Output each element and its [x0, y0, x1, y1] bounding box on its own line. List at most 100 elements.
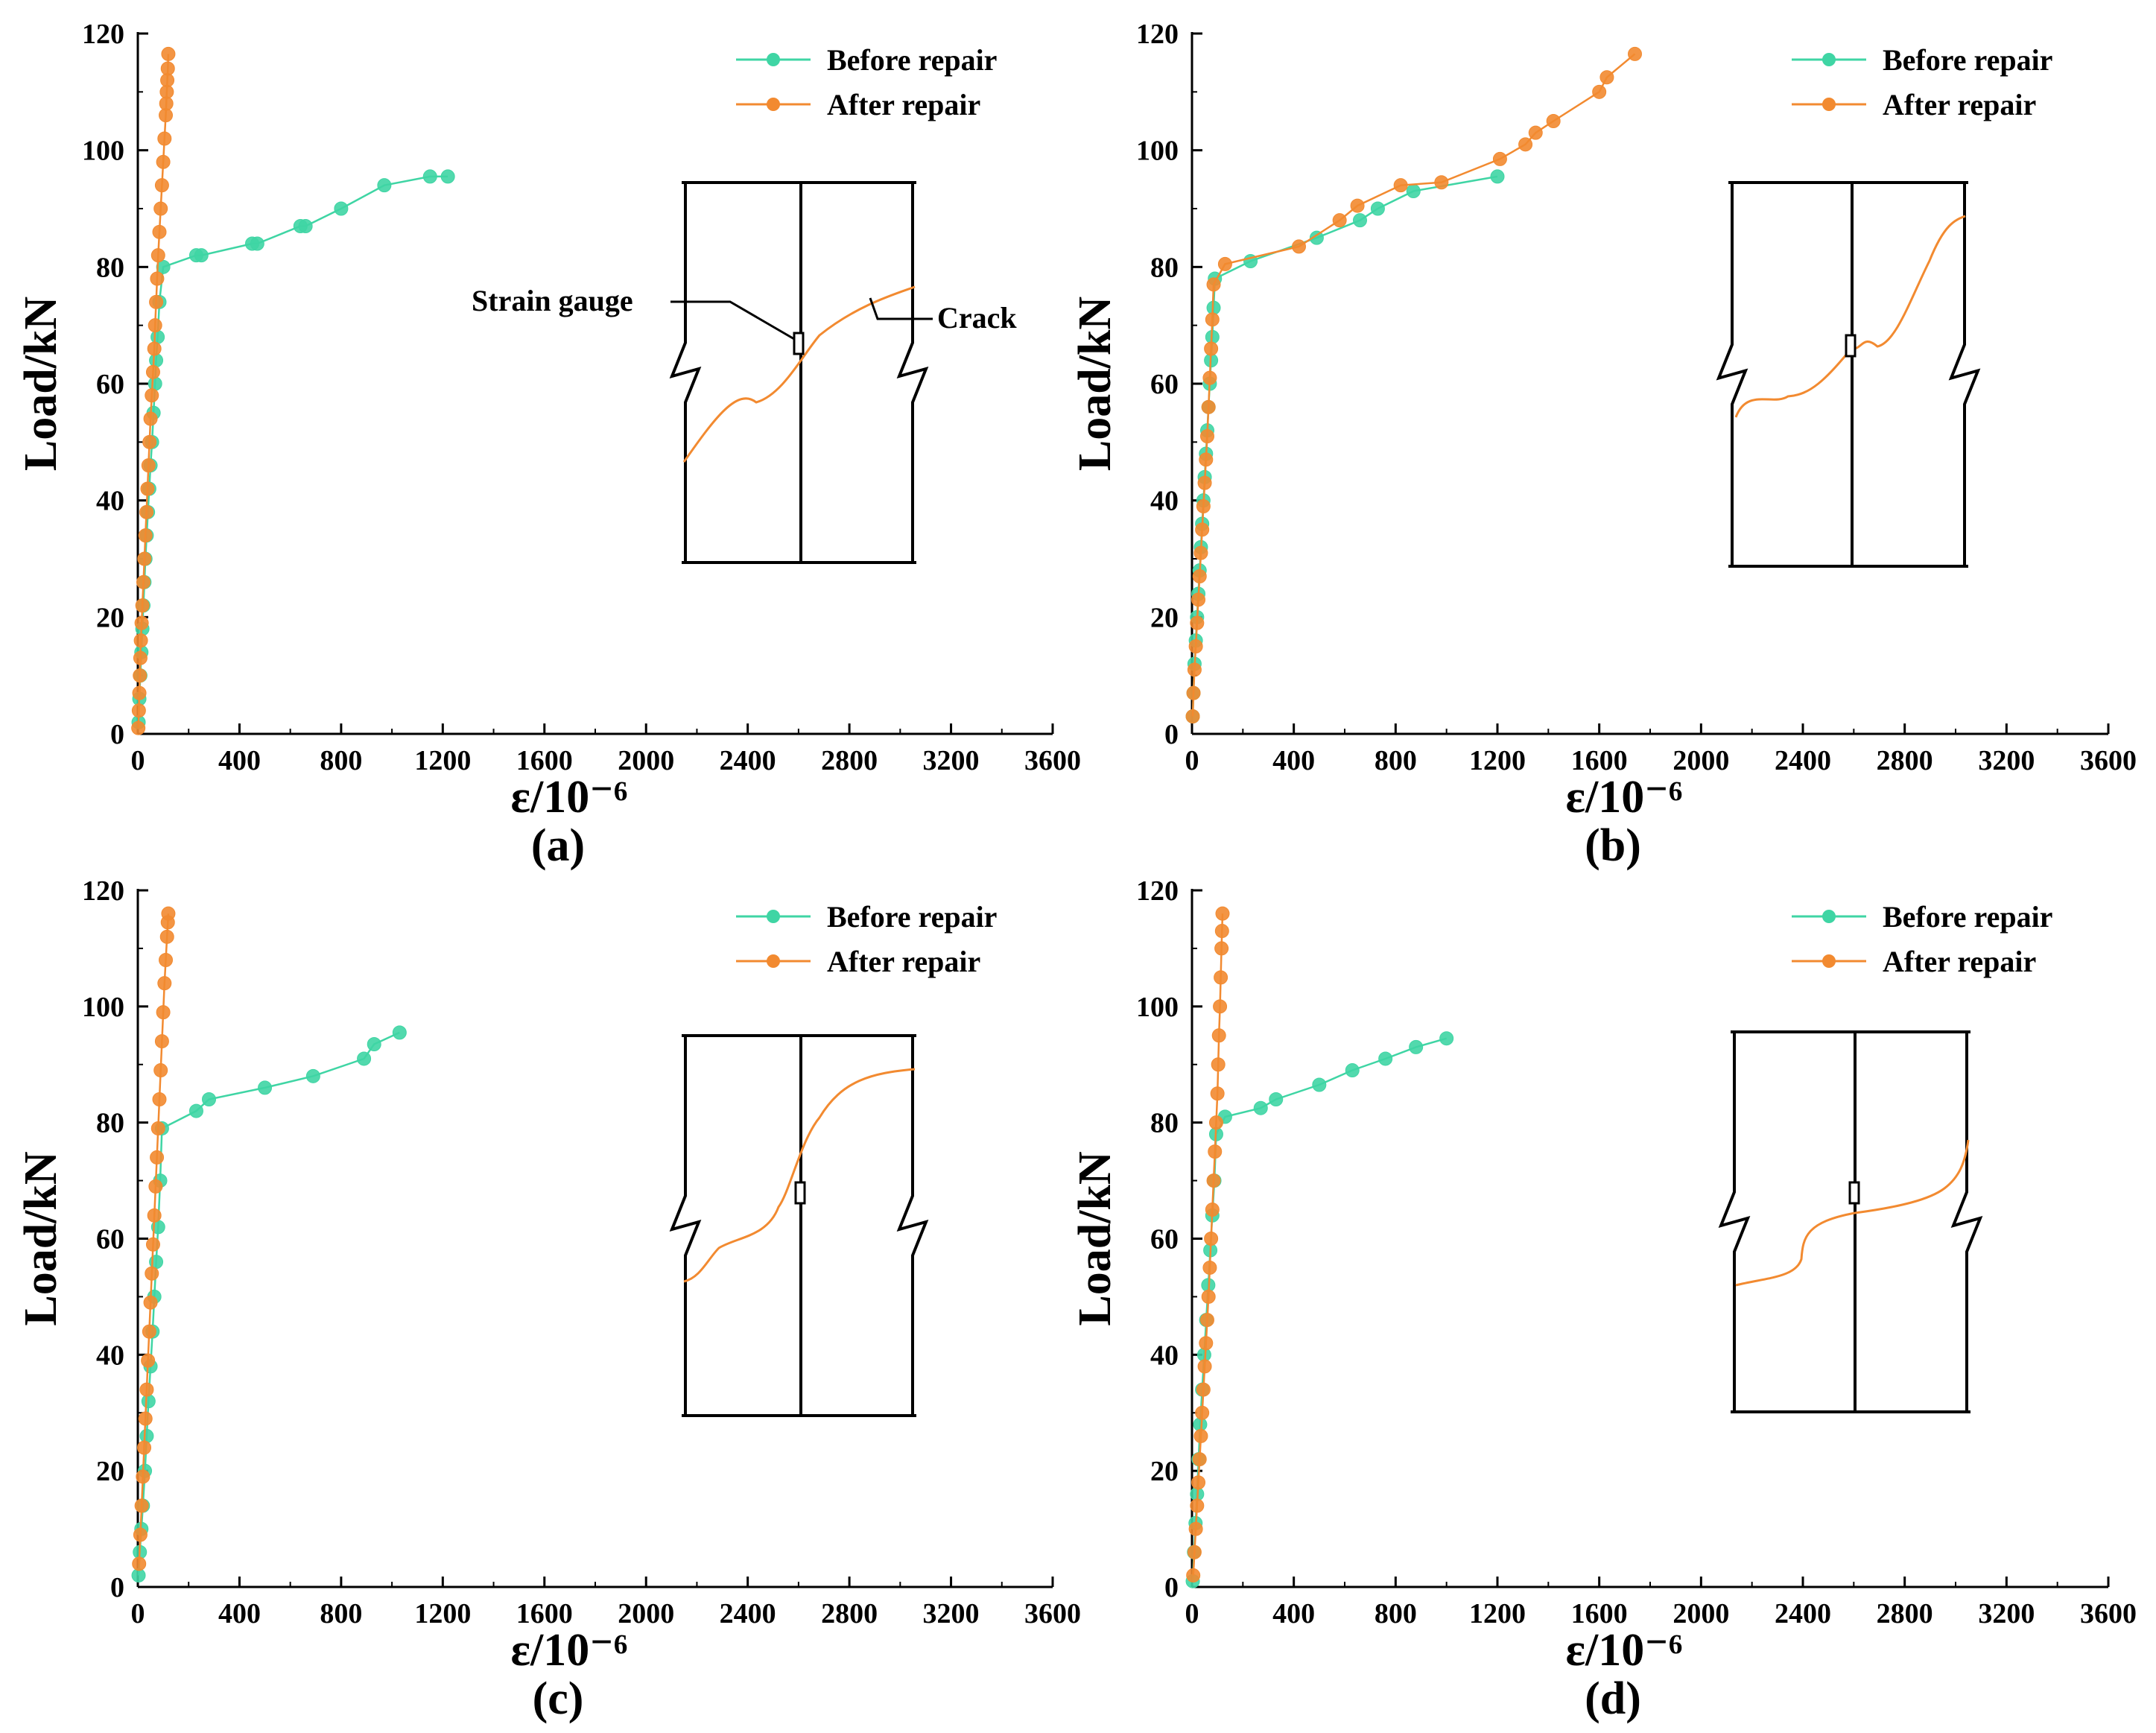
legend-label: After repair	[1883, 945, 2036, 978]
data-point	[156, 154, 171, 169]
data-point	[157, 131, 172, 146]
data-point	[1215, 906, 1230, 921]
data-point	[134, 1498, 149, 1513]
series-after-repair	[1186, 906, 1230, 1582]
data-point	[1592, 84, 1607, 99]
data-point	[136, 1469, 150, 1484]
chart-panel-3: 0 400 800 1200 1600 2000 2400 2800 3200 3600 0 20 40…	[16, 875, 1081, 1724]
x-tick-label: 400	[218, 1598, 261, 1629]
data-point	[1195, 522, 1210, 537]
data-point	[142, 434, 157, 449]
legend-item-before: Before repair	[736, 43, 997, 77]
x-tick-label: 2400	[720, 745, 776, 776]
data-point	[1490, 169, 1505, 184]
data-point	[150, 271, 165, 286]
series-line	[1191, 53, 1636, 717]
data-point	[138, 1411, 153, 1426]
data-point	[145, 1237, 160, 1252]
legend-item-after: After repair	[1792, 88, 2036, 121]
data-point	[152, 224, 167, 239]
data-point	[1187, 1545, 1202, 1559]
data-point	[1345, 1063, 1360, 1078]
x-tick-label: 3600	[2080, 745, 2137, 776]
y-tick-label: 40	[96, 486, 124, 517]
data-point	[133, 668, 148, 683]
data-point	[1187, 662, 1202, 677]
data-point	[137, 1440, 152, 1455]
data-point	[1193, 545, 1208, 560]
x-tick-label: 1600	[516, 745, 573, 776]
data-point	[159, 953, 174, 967]
inset-right-break	[896, 183, 929, 563]
data-point	[1185, 709, 1200, 723]
data-point	[153, 1063, 168, 1078]
legend-label: After repair	[827, 945, 980, 978]
inset-schematic	[669, 1034, 929, 1417]
data-point	[1200, 429, 1214, 443]
data-point	[1206, 1173, 1221, 1188]
inset-right-break	[1950, 1032, 1983, 1412]
data-point	[153, 201, 168, 216]
data-point	[1196, 499, 1211, 513]
y-tick-label: 40	[96, 1340, 124, 1371]
y-tick-label: 100	[82, 136, 124, 167]
x-tick-label: 400	[218, 745, 261, 776]
series-line	[1191, 175, 1498, 717]
data-point	[1191, 1475, 1206, 1490]
data-point	[147, 341, 162, 356]
data-point	[161, 46, 176, 61]
x-tick-label: 3200	[1978, 1598, 2035, 1629]
inset-right-break	[1948, 183, 1981, 566]
data-point	[1269, 1092, 1284, 1106]
data-point	[1192, 569, 1207, 583]
data-point	[334, 201, 349, 216]
x-tick-label: 400	[1272, 1598, 1315, 1629]
data-point	[1186, 1568, 1201, 1582]
data-point	[1213, 999, 1228, 1014]
data-point	[1370, 201, 1385, 216]
panel-label: (b)	[1585, 820, 1641, 871]
data-point	[1210, 1086, 1225, 1101]
y-axis-title: Load/kN	[16, 1151, 66, 1325]
crack-curve	[1734, 215, 1966, 418]
x-tick-label: 2800	[1877, 745, 1933, 776]
data-point	[1353, 213, 1367, 228]
y-tick-label: 40	[1150, 486, 1179, 517]
x-tick-label: 2000	[1673, 1598, 1729, 1629]
data-point	[133, 633, 148, 648]
data-point	[139, 504, 154, 519]
data-point	[156, 1005, 171, 1020]
x-tick-label: 1200	[1469, 745, 1526, 776]
inset-schematic	[1716, 181, 1981, 568]
crack-curve	[683, 1068, 916, 1283]
legend-marker	[1822, 954, 1836, 968]
x-tick-label: 3200	[1978, 745, 2035, 776]
x-tick-label: 1600	[516, 1598, 573, 1629]
data-point	[258, 1080, 273, 1095]
data-point	[1350, 198, 1365, 213]
data-point	[140, 481, 155, 496]
data-point	[147, 1208, 162, 1223]
x-tick-label: 2800	[821, 1598, 878, 1629]
data-point	[148, 376, 162, 391]
data-point	[143, 1295, 158, 1310]
inset-left-break	[1716, 183, 1748, 566]
x-tick-label: 3600	[1024, 745, 1081, 776]
legend-item-after: After repair	[1792, 945, 2036, 978]
x-tick-label: 400	[1272, 745, 1315, 776]
data-point	[1206, 277, 1221, 292]
inset-left-break	[669, 1036, 702, 1416]
x-axis-title: ε/10⁻⁶	[510, 1625, 627, 1676]
data-point	[1546, 114, 1561, 128]
data-point	[142, 1324, 156, 1339]
data-point	[141, 458, 156, 473]
data-point	[136, 574, 151, 589]
series-after-repair	[132, 906, 176, 1571]
data-point	[139, 1382, 154, 1397]
data-point	[298, 219, 313, 233]
data-point	[138, 528, 153, 543]
data-point	[367, 1036, 381, 1051]
series-after-repair	[1185, 46, 1642, 723]
data-point	[1200, 1313, 1214, 1328]
